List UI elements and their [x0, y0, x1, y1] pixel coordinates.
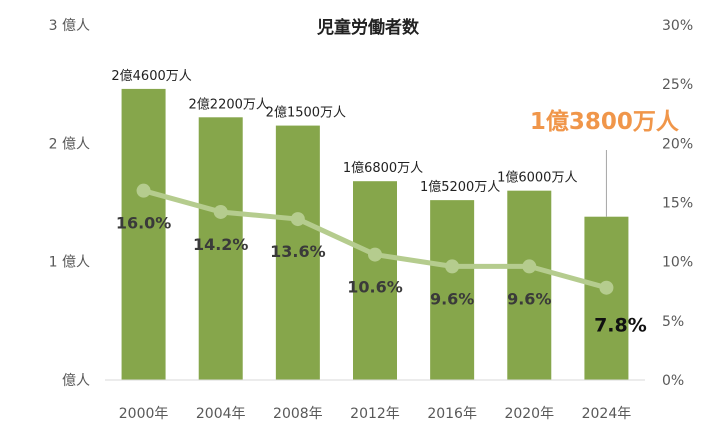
bar-data-label: 1億6800万人	[343, 160, 423, 176]
line-point	[290, 212, 305, 227]
x-tick-label: 2000年	[119, 406, 169, 422]
bar-data-label: 2億1500万人	[266, 105, 346, 121]
bar	[584, 216, 629, 380]
x-tick-label: 2004年	[196, 406, 246, 422]
y-right-tick-label: 10%	[662, 255, 693, 271]
line-point	[445, 259, 460, 274]
x-tick-label: 2012年	[350, 406, 400, 422]
bar	[507, 190, 552, 380]
y-left-tick-label: 3 億人	[49, 18, 90, 34]
line-data-label: 7.8%	[594, 315, 647, 337]
y-left-tick-label: 2 億人	[49, 136, 90, 152]
bar	[275, 125, 320, 380]
y-right-tick-label: 20%	[662, 136, 693, 152]
line-point	[522, 259, 537, 274]
line-point	[136, 183, 151, 198]
line-data-label: 9.6%	[430, 289, 474, 308]
y-right-tick-label: 25%	[662, 77, 693, 93]
line-point	[599, 280, 614, 295]
bar-data-label: 2億4600万人	[111, 68, 191, 84]
bar	[353, 181, 397, 380]
line-data-label: 9.6%	[507, 289, 551, 308]
bar-data-label: 1億6000万人	[497, 170, 577, 186]
plot-area: 億人 1 億人 2 億人 3 億人 0% 5% 10% 15% 20% 25% 30% 2000年 20…	[49, 18, 693, 422]
x-tick-label: 2020年	[504, 406, 554, 422]
y-left-tick-label: 1 億人	[49, 255, 90, 271]
y-left-tick-label: 億人	[62, 373, 90, 389]
line-data-label: 14.2%	[193, 235, 249, 254]
chart-title: 児童労働者数	[316, 17, 420, 38]
line-data-label: 13.6%	[270, 242, 326, 261]
bar	[121, 88, 166, 381]
y-right-tick-label: 5%	[662, 314, 684, 330]
line-data-label: 10.6%	[347, 278, 403, 297]
bar-data-label: 1億5200万人	[420, 179, 500, 195]
line-point	[213, 204, 228, 219]
highlight-bar-label: 1億3800万人	[530, 108, 680, 135]
line-data-label: 16.0%	[116, 214, 172, 233]
bar-data-label: 2億2200万人	[189, 96, 269, 112]
x-tick-label: 2024年	[582, 406, 632, 422]
y-right-tick-label: 0%	[662, 373, 684, 389]
bar	[430, 200, 475, 380]
line-point	[368, 247, 382, 262]
x-tick-label: 2008年	[273, 406, 323, 422]
y-right-tick-label: 15%	[662, 196, 693, 212]
y-right-tick-label: 30%	[662, 18, 693, 34]
bar	[198, 117, 243, 381]
x-tick-label: 2016年	[427, 406, 477, 422]
